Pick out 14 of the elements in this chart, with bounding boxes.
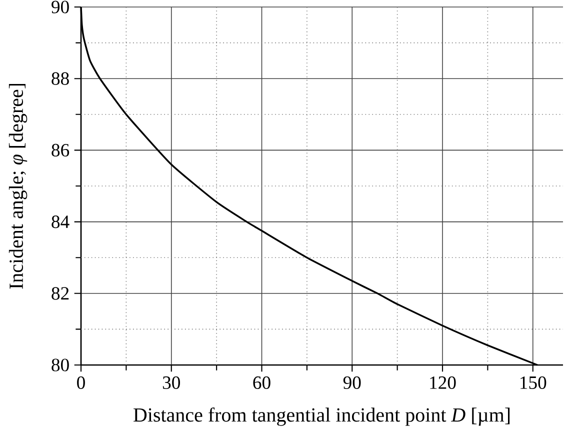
x-tick-label: 60: [253, 376, 270, 389]
y-axis-title: Incident angle; φ [degree]: [8, 84, 28, 289]
y-tick-label: 82: [52, 287, 69, 300]
x-axis-title: Distance from tangential incident point D [µm]: [134, 407, 510, 426]
y-tick-label: 86: [52, 144, 70, 157]
y-tick-label: 80: [52, 358, 69, 372]
x-tick-label: 30: [162, 376, 180, 389]
x-tick-label: 0: [77, 376, 85, 389]
x-tick-label: 120: [430, 376, 456, 389]
y-tick-label: 84: [52, 215, 70, 228]
x-tick-label: 150: [520, 376, 546, 389]
y-tick-label: 88: [52, 72, 69, 85]
y-tick-label: 90: [52, 0, 69, 14]
x-tick-label: 90: [343, 376, 361, 389]
